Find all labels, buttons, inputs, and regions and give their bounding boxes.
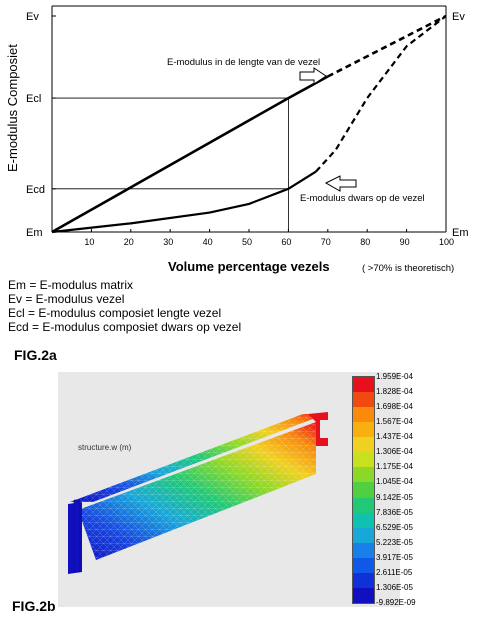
y-tick-label-left: Ecl [26,93,41,105]
legend-em: Em = E-modulus matrix [8,278,134,292]
scale-color-cell [353,527,374,543]
scale-color-cell [353,482,374,498]
scale-color-cell [353,587,374,603]
fem-plot-title: structure.w (m) [78,443,132,452]
x-tick-label: 10 [84,237,94,247]
y-tick-label-left: Ev [26,11,39,23]
scale-color-cell [353,437,374,453]
arrow-left-icon [324,175,357,192]
series-transverse-dashed [315,15,447,173]
x-tick-label: 20 [124,237,134,247]
scale-color-cell [353,497,374,513]
fig2a-chart: 10 20 30 40 50 60 70 80 90 100 Ev Ecl Ecd Em Ev Em E-m… [5,5,469,247]
y-ticks: Ev Ecl Ecd Em Ev Em [26,11,469,239]
fig2b-simulation-panel: structure.w (m) [58,372,400,607]
legend-ev: Ev = E-modulus vezel [8,292,125,306]
y-tick-label-left: Em [26,227,43,239]
x-tick-label: 90 [400,237,410,247]
scale-value-label: 1.698E-04 [376,402,413,412]
scale-color-cell [353,542,374,558]
scale-value-label: 1.437E-04 [376,432,413,442]
series-lengthwise-solid [51,75,329,234]
scale-color-cell [353,512,374,528]
x-tick-label: 50 [242,237,252,247]
scale-value-label: 3.917E-05 [376,552,413,562]
scale-color-cell [353,452,374,468]
color-scale-bar [352,376,375,604]
x-tick-label: 100 [439,237,454,247]
y-tick-label-left: Ecd [26,184,45,196]
x-axis-note: ( >70% is theoretisch) [362,263,455,274]
x-tick-label: 40 [203,237,213,247]
scale-value-label: 1.567E-04 [376,417,413,427]
scale-value-label: 1.175E-04 [376,462,413,472]
scale-color-cell [353,392,374,408]
x-tick-label: 60 [281,237,291,247]
scale-value-label: 6.529E-05 [376,522,413,532]
scale-value-label: 5.223E-05 [376,537,413,547]
y-tick-label-right: Em [452,227,469,239]
scale-color-cell [353,557,374,573]
scale-color-cell [353,377,374,393]
y-tick-label-right: Ev [452,11,465,23]
x-tick-label: 30 [163,237,173,247]
x-tick-label: 70 [321,237,331,247]
scale-value-label: 2.611E-05 [376,567,413,577]
series-transverse-solid [51,170,317,234]
fem-beam-render: structure.w (m) [68,412,328,574]
scale-value-label: 1.306E-04 [376,447,413,457]
x-axis-label-text: Volume percentage vezels [168,259,330,274]
scale-color-cell [353,407,374,423]
legend-ecl: Ecl = E-modulus composiet lengte vezel [8,306,222,320]
fig2b-caption: FIG.2b [12,598,56,614]
annotation-lengthwise: E-modulus in de lengte van de vezel [167,57,320,68]
scale-color-cell [353,572,374,588]
series-lengthwise-dashed [327,14,447,78]
legend-ecd: Ecd = E-modulus composiet dwars op vezel [8,320,242,334]
beam-end-right [308,412,328,446]
reference-lines [52,97,289,232]
scale-value-label: 7.836E-05 [376,507,413,517]
annotation-transverse: E-modulus dwars op de vezel [300,193,425,204]
scale-value-label: 1.828E-04 [376,387,413,397]
scale-value-label: 1.045E-04 [376,477,413,487]
scale-color-cell [353,422,374,438]
scale-value-label: 9.142E-05 [376,492,413,502]
x-tick-label: 80 [360,237,370,247]
fig2a-caption: FIG.2a [14,347,57,363]
scale-color-cell [353,467,374,483]
scale-value-label: 1.959E-04 [376,372,413,381]
scale-value-label: 1.306E-05 [376,582,413,592]
arrow-right-icon [299,67,327,85]
scale-value-label: -9.892E-09 [376,598,416,607]
y-axis-label: E-modulus Composiet [5,44,20,172]
